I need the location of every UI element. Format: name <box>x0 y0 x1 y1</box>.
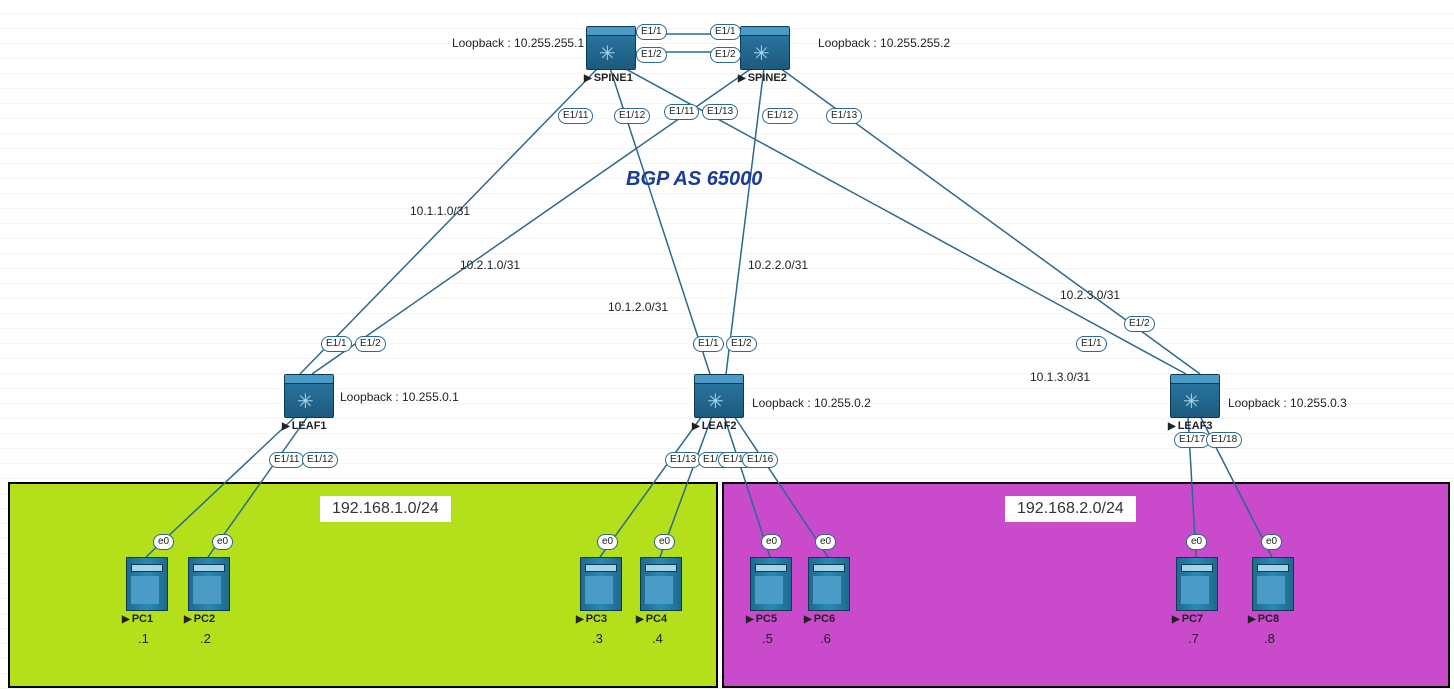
bgp-as-label: BGP AS 65000 <box>626 168 762 191</box>
pc-ip-suffix: .2 <box>200 631 211 646</box>
pc-ip-suffix: .6 <box>820 631 831 646</box>
spine-spine1[interactable]: ✳ <box>586 26 634 68</box>
pc-pc5[interactable] <box>750 557 790 609</box>
port-label: E1/11 <box>558 108 593 124</box>
pc-pc1[interactable] <box>126 557 166 609</box>
port-label: e0 <box>1186 534 1207 550</box>
switch-icon: ✳ <box>1183 389 1200 414</box>
leaf-leaf1[interactable]: ✳ <box>284 374 332 416</box>
pc-label: ▶PC1 <box>122 613 153 625</box>
port-label: E1/13 <box>702 104 738 120</box>
port-label: e0 <box>212 534 233 550</box>
port-label: E1/18 <box>1206 432 1242 448</box>
pc-label: ▶PC7 <box>1172 613 1203 625</box>
pc-ip-suffix: .4 <box>652 631 663 646</box>
port-label: E1/11 <box>664 104 699 120</box>
pc-label: ▶PC5 <box>746 613 777 625</box>
port-label: e0 <box>597 534 618 550</box>
port-label: E1/1 <box>693 336 724 352</box>
port-label: E1/2 <box>726 336 757 352</box>
switch-icon: ✳ <box>297 389 314 414</box>
loopback-label: Loopback : 10.255.0.1 <box>340 390 459 404</box>
pc-label: ▶PC8 <box>1248 613 1279 625</box>
port-label: E1/12 <box>302 452 338 468</box>
port-label: E1/1 <box>321 336 352 352</box>
port-label: E1/17 <box>1174 432 1210 448</box>
pc-pc7[interactable] <box>1176 557 1216 609</box>
pc-label: ▶PC2 <box>184 613 215 625</box>
pc-ip-suffix: .3 <box>592 631 603 646</box>
pc-pc4[interactable] <box>640 557 680 609</box>
leaf-leaf2[interactable]: ✳ <box>694 374 742 416</box>
link-subnet-label: 10.2.1.0/31 <box>460 258 520 272</box>
port-label: E1/2 <box>355 336 386 352</box>
device-label: ▶LEAF1 <box>282 420 327 432</box>
pc-label: ▶PC3 <box>576 613 607 625</box>
pc-label: ▶PC6 <box>804 613 835 625</box>
port-label: e0 <box>153 534 174 550</box>
port-label: E1/2 <box>1124 316 1155 332</box>
port-label: e0 <box>761 534 782 550</box>
switch-icon: ✳ <box>599 41 616 66</box>
pc-label: ▶PC4 <box>636 613 667 625</box>
loopback-label: Loopback : 10.255.255.2 <box>818 36 950 50</box>
pc-pc8[interactable] <box>1252 557 1292 609</box>
port-label: E1/16 <box>742 452 778 468</box>
port-label: E1/1 <box>710 24 741 40</box>
pc-ip-suffix: .7 <box>1188 631 1199 646</box>
link-subnet-label: 10.1.3.0/31 <box>1030 370 1090 384</box>
loopback-label: Loopback : 10.255.0.2 <box>752 396 871 410</box>
pc-pc3[interactable] <box>580 557 620 609</box>
port-label: E1/13 <box>826 108 862 124</box>
switch-icon: ✳ <box>753 41 770 66</box>
leaf-leaf3[interactable]: ✳ <box>1170 374 1218 416</box>
pc-pc6[interactable] <box>808 557 848 609</box>
link-subnet-label: 10.2.3.0/31 <box>1060 288 1120 302</box>
port-label: e0 <box>1261 534 1282 550</box>
link-subnet-label: 10.1.1.0/31 <box>410 204 470 218</box>
pc-pc2[interactable] <box>188 557 228 609</box>
spine-spine2[interactable]: ✳ <box>740 26 788 68</box>
device-label: ▶LEAF3 <box>1168 420 1213 432</box>
port-label: E1/1 <box>1076 336 1107 352</box>
port-label: E1/1 <box>636 24 667 40</box>
port-label: E1/13 <box>665 452 701 468</box>
device-label: ▶LEAF2 <box>692 420 737 432</box>
port-label: E1/11 <box>269 452 304 468</box>
loopback-label: Loopback : 10.255.255.1 <box>452 36 584 50</box>
link-subnet-label: 10.2.2.0/31 <box>748 258 808 272</box>
port-label: e0 <box>815 534 836 550</box>
port-label: E1/2 <box>710 47 741 63</box>
pc-ip-suffix: .1 <box>138 631 149 646</box>
link-subnet-label: 10.1.2.0/31 <box>608 300 668 314</box>
device-label: ▶SPINE1 <box>584 72 633 84</box>
device-label: ▶SPINE2 <box>738 72 787 84</box>
loopback-label: Loopback : 10.255.0.3 <box>1228 396 1347 410</box>
port-label: E1/12 <box>614 108 650 124</box>
port-label: e0 <box>654 534 675 550</box>
switch-icon: ✳ <box>707 389 724 414</box>
port-label: E1/2 <box>636 47 667 63</box>
pc-ip-suffix: .5 <box>762 631 773 646</box>
pc-ip-suffix: .8 <box>1264 631 1275 646</box>
port-label: E1/12 <box>762 108 798 124</box>
